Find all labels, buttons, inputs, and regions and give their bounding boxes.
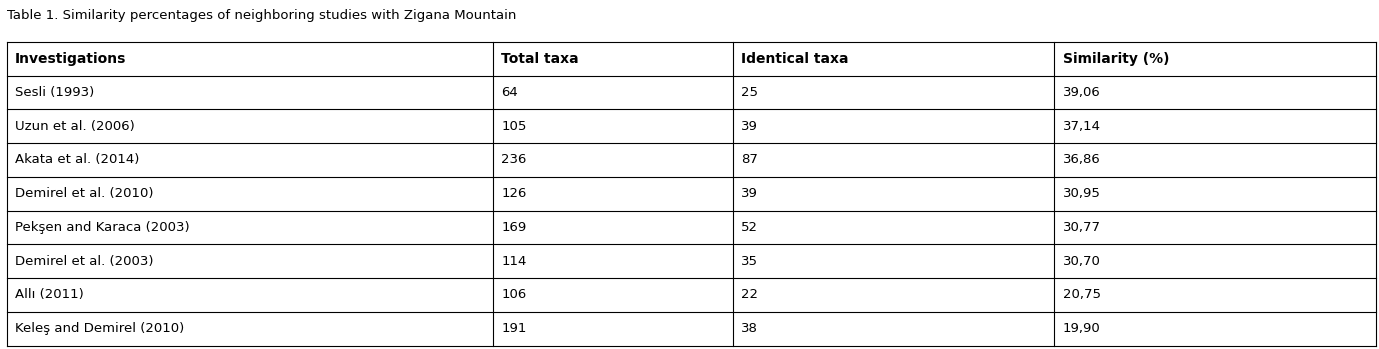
Text: Similarity (%): Similarity (%) — [1063, 52, 1169, 66]
Text: 36,86: 36,86 — [1063, 154, 1100, 166]
Text: 64: 64 — [502, 86, 519, 99]
Text: 38: 38 — [741, 322, 758, 335]
Text: Keleş and Demirel (2010): Keleş and Demirel (2010) — [15, 322, 185, 335]
Text: 37,14: 37,14 — [1063, 120, 1100, 133]
Text: 114: 114 — [502, 255, 527, 268]
Text: 236: 236 — [502, 154, 527, 166]
Text: Pekşen and Karaca (2003): Pekşen and Karaca (2003) — [15, 221, 190, 234]
Text: 87: 87 — [741, 154, 758, 166]
Text: 106: 106 — [502, 288, 527, 302]
Text: Uzun et al. (2006): Uzun et al. (2006) — [15, 120, 135, 133]
Text: 35: 35 — [741, 255, 758, 268]
Text: Demirel et al. (2010): Demirel et al. (2010) — [15, 187, 153, 200]
Text: 39: 39 — [741, 187, 758, 200]
Text: 20,75: 20,75 — [1063, 288, 1100, 302]
Text: Sesli (1993): Sesli (1993) — [15, 86, 94, 99]
Text: 22: 22 — [741, 288, 758, 302]
Text: Total taxa: Total taxa — [502, 52, 579, 66]
Text: 25: 25 — [741, 86, 758, 99]
Text: Akata et al. (2014): Akata et al. (2014) — [15, 154, 139, 166]
Text: 39: 39 — [741, 120, 758, 133]
Text: Demirel et al. (2003): Demirel et al. (2003) — [15, 255, 153, 268]
Text: 30,95: 30,95 — [1063, 187, 1100, 200]
Text: Allı (2011): Allı (2011) — [15, 288, 84, 302]
Text: 126: 126 — [502, 187, 527, 200]
Text: Investigations: Investigations — [15, 52, 127, 66]
Text: 52: 52 — [741, 221, 758, 234]
Text: 169: 169 — [502, 221, 527, 234]
Text: 30,70: 30,70 — [1063, 255, 1100, 268]
Text: 191: 191 — [502, 322, 527, 335]
Text: 19,90: 19,90 — [1063, 322, 1100, 335]
Text: 30,77: 30,77 — [1063, 221, 1100, 234]
Text: 39,06: 39,06 — [1063, 86, 1100, 99]
Text: 105: 105 — [502, 120, 527, 133]
Text: Table 1. Similarity percentages of neighboring studies with Zigana Mountain: Table 1. Similarity percentages of neigh… — [7, 9, 516, 22]
Text: Identical taxa: Identical taxa — [741, 52, 848, 66]
